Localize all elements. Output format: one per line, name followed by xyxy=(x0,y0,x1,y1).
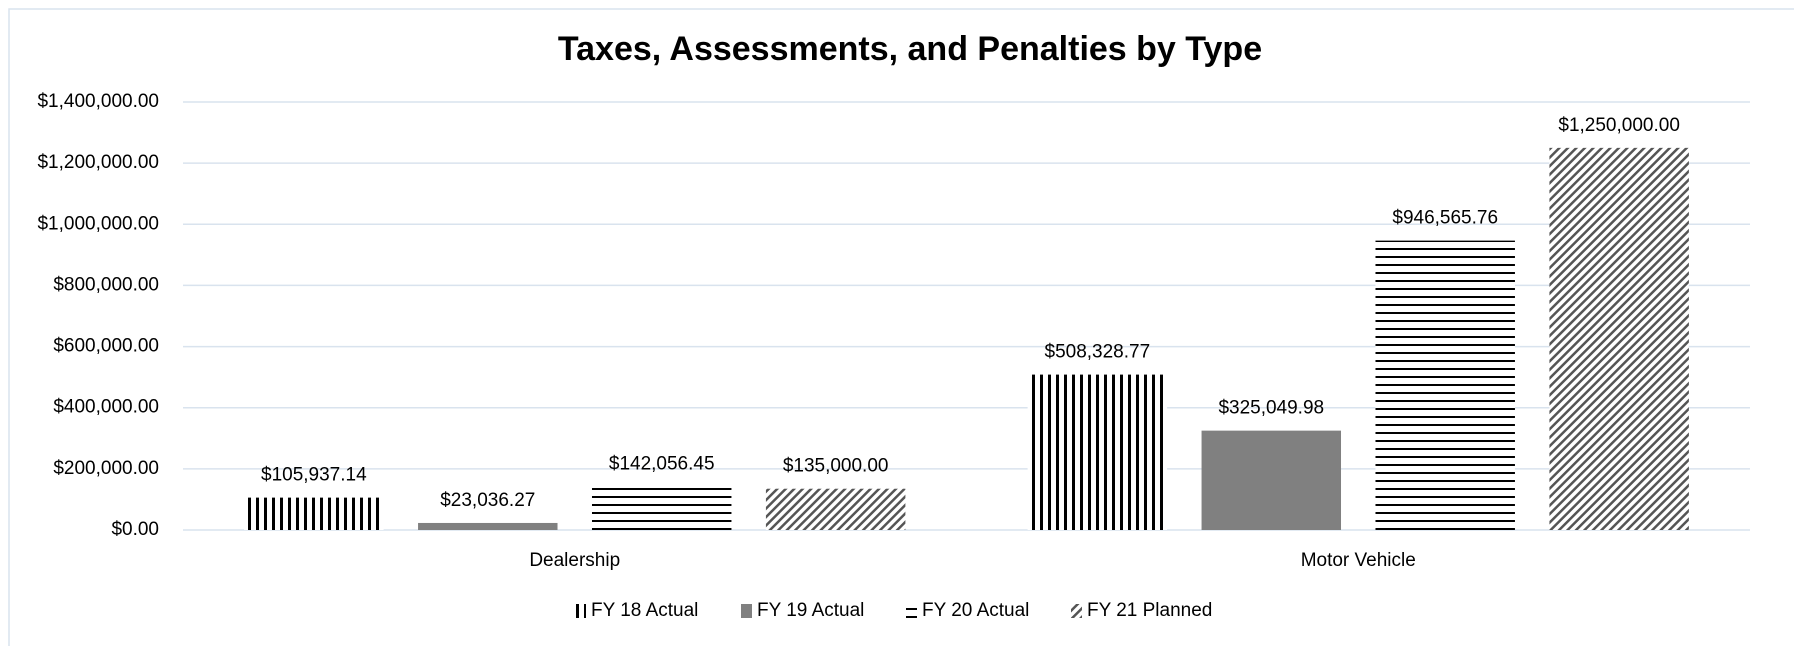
bar xyxy=(765,488,906,530)
value-label: $23,036.27 xyxy=(440,490,535,511)
bar xyxy=(1201,430,1342,530)
value-label: $142,056.45 xyxy=(609,454,715,475)
bar xyxy=(1027,374,1168,530)
legend-label: FY 19 Actual xyxy=(757,600,864,621)
legend-label: FY 20 Actual xyxy=(922,600,1029,621)
y-tick-label: $800,000.00 xyxy=(53,274,159,295)
legend-swatch xyxy=(741,604,752,618)
x-tick-label: Motor Vehicle xyxy=(1301,550,1416,571)
legend-label: FY 21 Planned xyxy=(1087,600,1212,621)
value-label: $325,049.98 xyxy=(1218,398,1324,419)
value-label: $135,000.00 xyxy=(783,456,889,477)
value-label: $946,565.76 xyxy=(1392,208,1498,229)
y-tick-label: $1,200,000.00 xyxy=(37,152,159,173)
value-label: $1,250,000.00 xyxy=(1558,115,1680,136)
y-tick-label: $0.00 xyxy=(111,519,159,540)
y-tick-label: $1,000,000.00 xyxy=(37,213,159,234)
bar xyxy=(591,486,732,530)
y-tick-label: $1,400,000.00 xyxy=(37,91,159,112)
y-tick-label: $200,000.00 xyxy=(53,458,159,479)
bar xyxy=(244,497,384,530)
legend-swatch xyxy=(1071,604,1082,618)
chart-title: Taxes, Assessments, and Penalties by Typ… xyxy=(558,30,1262,68)
bar xyxy=(1375,240,1515,530)
legend-swatch xyxy=(575,604,586,618)
legend-swatch xyxy=(906,604,917,618)
x-tick-label: Dealership xyxy=(529,550,620,571)
legend-label: FY 18 Actual xyxy=(591,600,698,621)
chart-frame xyxy=(8,8,1794,646)
y-tick-label: $600,000.00 xyxy=(53,336,159,357)
bar xyxy=(1549,147,1689,530)
y-tick-label: $400,000.00 xyxy=(53,397,159,418)
value-label: $508,328.77 xyxy=(1045,342,1151,363)
value-label: $105,937.14 xyxy=(261,465,367,486)
bar xyxy=(418,522,558,530)
